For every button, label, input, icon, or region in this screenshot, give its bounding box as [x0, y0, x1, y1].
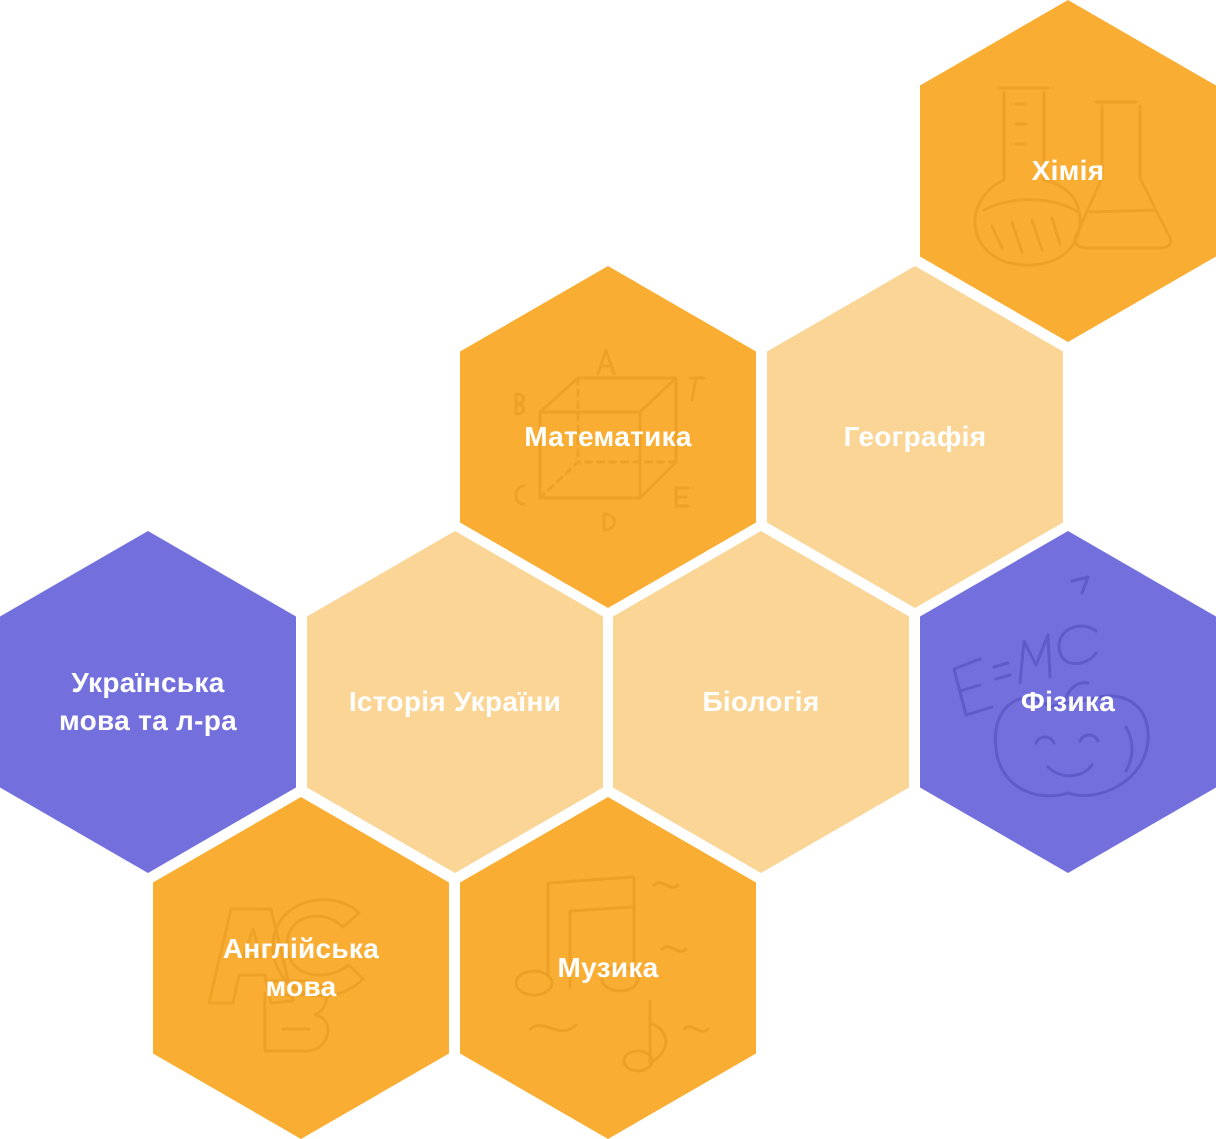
hexagon-shape — [0, 531, 296, 873]
cube-icon — [514, 348, 706, 532]
subject-tile-english[interactable]: Англійська мова — [153, 797, 449, 1139]
hexagon-shape — [767, 266, 1063, 608]
music-notes-icon — [514, 875, 710, 1073]
hexagon-shape — [307, 531, 603, 873]
hexagon-shape — [920, 531, 1216, 873]
subject-tile-music[interactable]: Музика — [460, 797, 756, 1139]
hexagon-shape — [920, 0, 1216, 342]
hexagon-shape — [153, 797, 449, 1139]
flask-icon — [973, 86, 1173, 267]
apple-formula-icon — [952, 575, 1150, 798]
abc-letters-icon — [207, 898, 365, 1053]
hexagon-shape — [460, 266, 756, 608]
subject-tile-physics[interactable]: Фізика — [920, 531, 1216, 873]
hexagon-shape — [460, 797, 756, 1139]
hexagon-shape — [613, 531, 909, 873]
